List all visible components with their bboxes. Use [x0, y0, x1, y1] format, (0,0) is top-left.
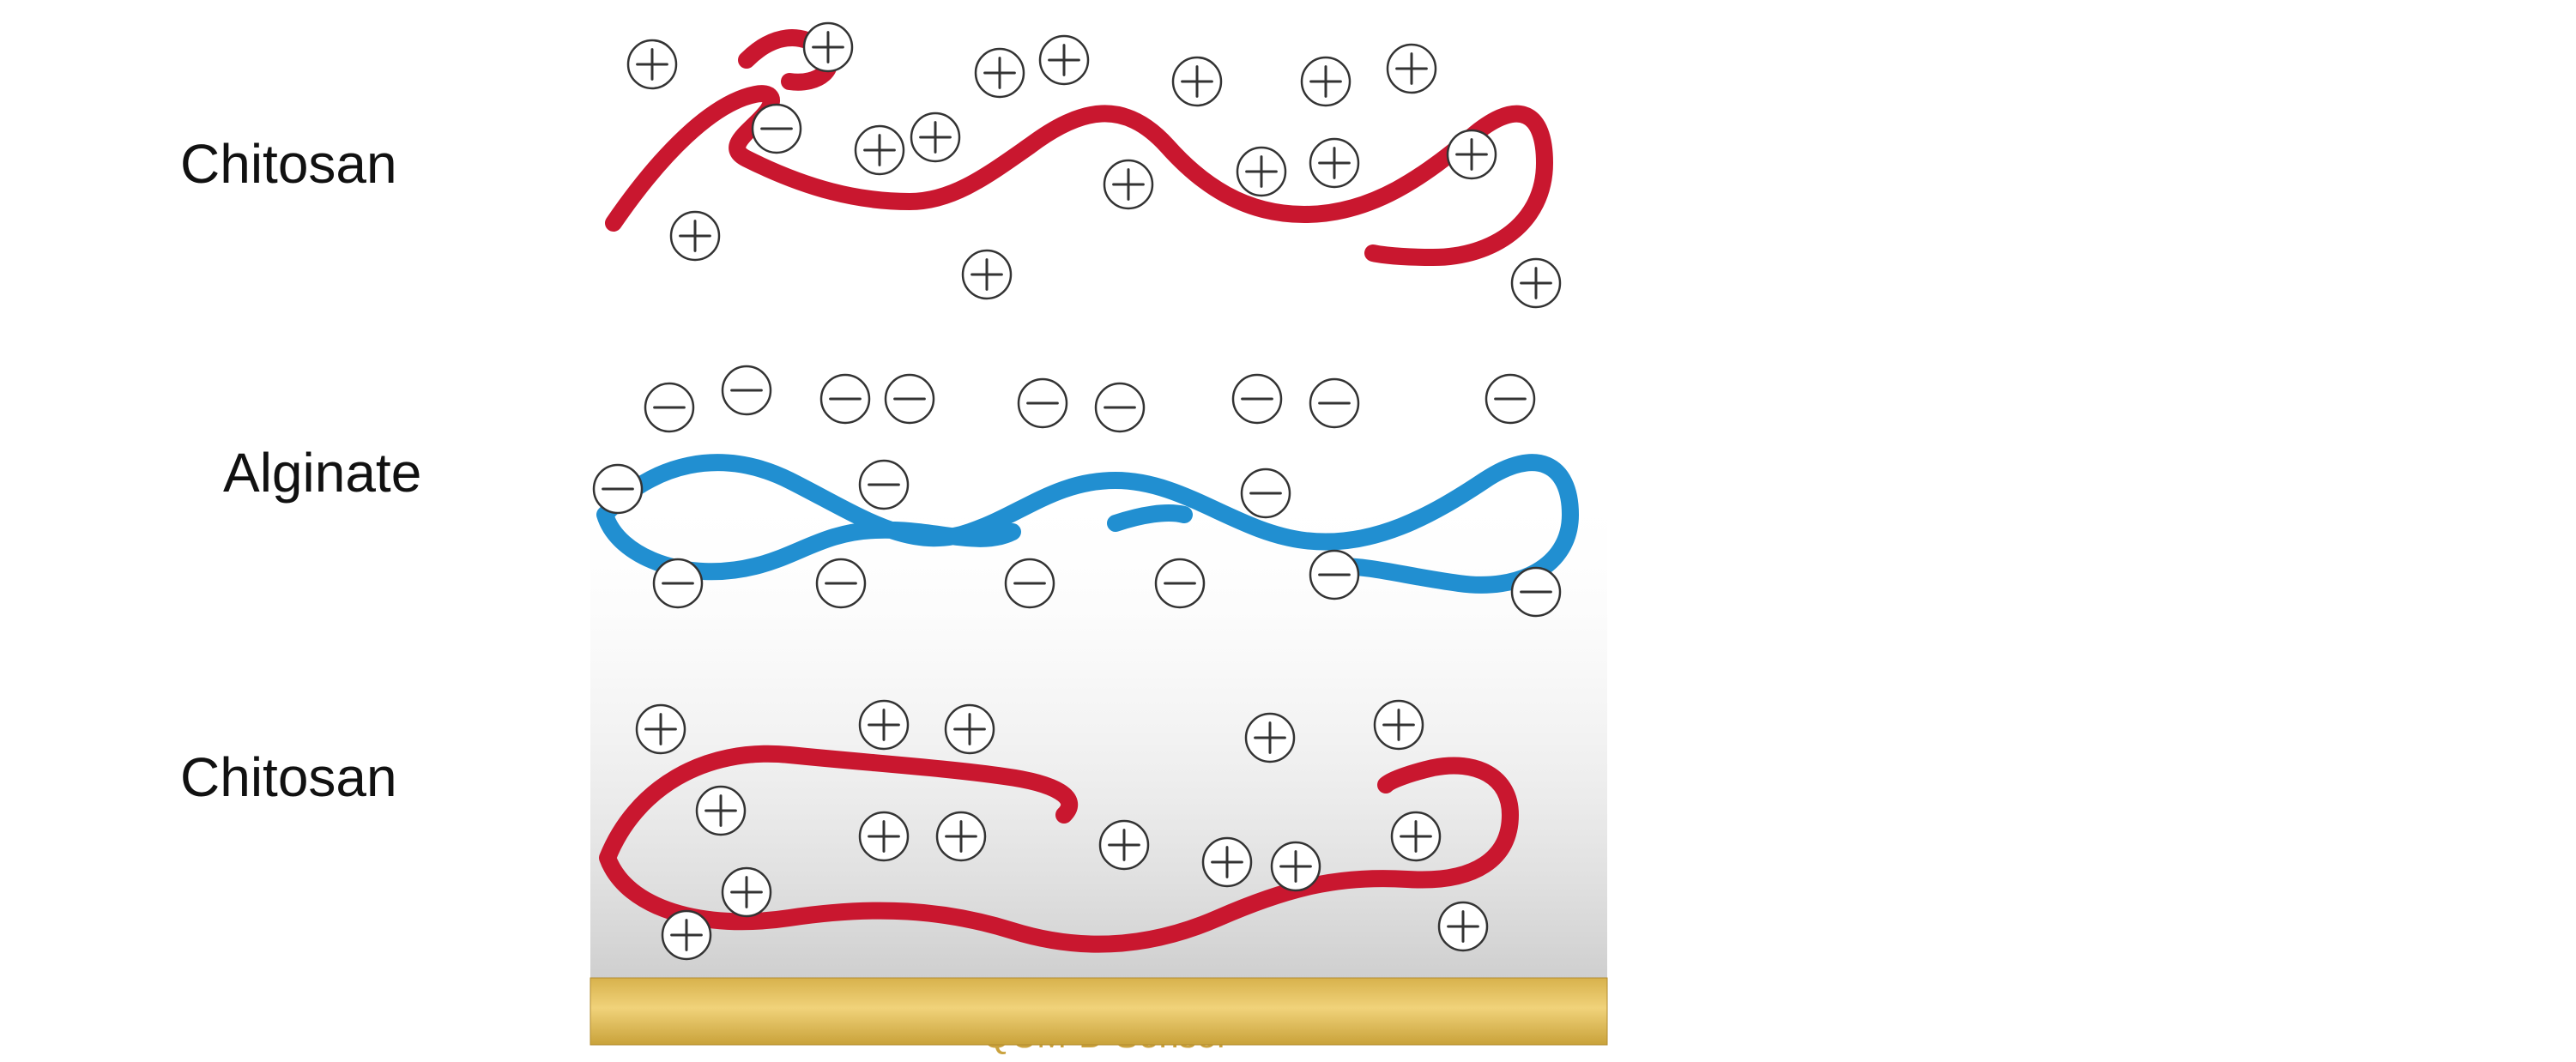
- plus-charge-icon: [1392, 812, 1440, 860]
- plus-charge-icon: [963, 250, 1011, 299]
- qcmd-sensor-bar: [590, 978, 1607, 1045]
- minus-charge-icon: [1310, 551, 1358, 599]
- minus-charge-icon: [723, 366, 771, 414]
- plus-charge-icon: [723, 868, 771, 916]
- plus-charge-icon: [1375, 701, 1423, 749]
- plus-charge-icon: [856, 126, 904, 174]
- minus-charge-icon: [753, 105, 801, 153]
- plus-charge-icon: [1203, 838, 1251, 886]
- plus-charge-icon: [937, 812, 985, 860]
- minus-charge-icon: [1233, 375, 1281, 423]
- plus-charge-icon: [1100, 821, 1148, 869]
- plus-charge-icon: [637, 705, 685, 753]
- plus-charge-icon: [628, 40, 676, 88]
- minus-charge-icon: [1310, 379, 1358, 427]
- minus-charge-icon: [821, 375, 869, 423]
- minus-charge-icon: [1156, 559, 1204, 607]
- minus-charge-icon: [1512, 568, 1560, 616]
- plus-charge-icon: [1237, 148, 1285, 196]
- plus-charge-icon: [946, 705, 994, 753]
- plus-charge-icon: [1246, 714, 1294, 762]
- plus-charge-icon: [1439, 902, 1487, 950]
- minus-charge-icon: [645, 383, 693, 431]
- minus-charge-icon: [654, 559, 702, 607]
- minus-charge-icon: [1096, 383, 1144, 431]
- minus-charge-icon: [594, 465, 642, 513]
- plus-charge-icon: [671, 212, 719, 260]
- plus-charge-icon: [1173, 57, 1221, 106]
- plus-charge-icon: [911, 113, 959, 161]
- minus-charge-icon: [817, 559, 865, 607]
- plus-charge-icon: [1040, 36, 1088, 84]
- plus-charge-icon: [1104, 160, 1152, 208]
- plus-charge-icon: [662, 911, 711, 959]
- plus-charge-icon: [1512, 259, 1560, 307]
- minus-charge-icon: [886, 375, 934, 423]
- plus-charge-icon: [1448, 130, 1496, 178]
- minus-charge-icon: [860, 461, 908, 509]
- plus-charge-icon: [1388, 45, 1436, 93]
- plus-charge-icon: [1302, 57, 1350, 106]
- plus-charge-icon: [1272, 842, 1320, 890]
- minus-charge-icon: [1006, 559, 1054, 607]
- plus-charge-icon: [860, 701, 908, 749]
- minus-charge-icon: [1019, 379, 1067, 427]
- plus-charge-icon: [860, 812, 908, 860]
- polyelectrolyte-diagram: [0, 0, 2576, 1062]
- plus-charge-icon: [804, 23, 852, 71]
- minus-charge-icon: [1242, 469, 1290, 517]
- plus-charge-icon: [1310, 139, 1358, 187]
- minus-charge-icon: [1486, 375, 1534, 423]
- plus-charge-icon: [976, 49, 1024, 97]
- diagram-stage: Chitosan Alginate Chitosan QCM-D Sensor: [0, 0, 2576, 1062]
- plus-charge-icon: [697, 787, 745, 835]
